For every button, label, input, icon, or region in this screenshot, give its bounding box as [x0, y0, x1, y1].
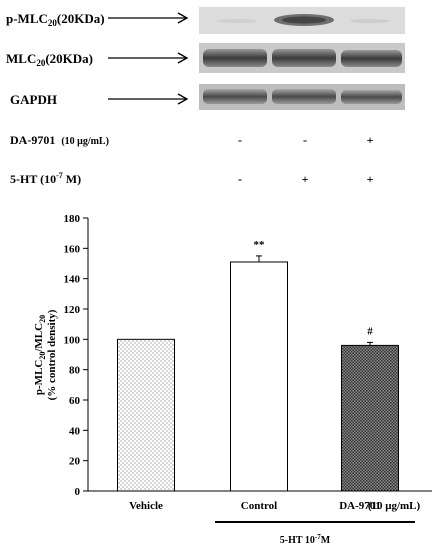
x-tick-label: Control — [241, 500, 277, 512]
arrow-right-icon — [108, 93, 189, 105]
treatment-label: 5-HT (10-7 M) — [10, 171, 81, 186]
y-tick-label: 60 — [69, 395, 81, 407]
y-tick-label: 80 — [69, 365, 81, 377]
treatment-mark: - — [238, 133, 242, 147]
arrow-right-icon — [108, 12, 189, 24]
significance-mark: ** — [254, 239, 266, 251]
x-tick-label: DA-9701 — [339, 500, 381, 512]
group-label: 5-HT 10-7M — [280, 533, 331, 546]
bar — [117, 338, 175, 492]
y-axis-label: p-MLC20/MLC20 — [33, 315, 47, 395]
y-tick-label: 0 — [75, 486, 81, 498]
y-tick-label: 100 — [64, 334, 81, 346]
bar — [230, 261, 288, 492]
bar-chart: 0 20 40 60 80 100 120 140 160 180 Vehicle ** Contro… — [33, 213, 432, 546]
category-suffix: (10 μg/mL) — [368, 500, 421, 512]
treatment-mark: - — [303, 133, 307, 147]
bar — [341, 344, 399, 492]
treatment-mark: + — [302, 172, 309, 186]
blot-row-label: p-MLC20(20KDa) — [6, 11, 105, 28]
blot-panel: p-MLC20(20KDa) MLC20(20KDa) GAPDH — [6, 7, 405, 186]
y-tick-label: 160 — [64, 243, 81, 255]
blot-strip-mlc — [199, 43, 405, 73]
bars: Vehicle ** Control # DA-9701 — [117, 239, 399, 512]
significance-mark: # — [367, 325, 373, 337]
y-tick-label: 20 — [69, 456, 81, 468]
arrow-right-icon — [108, 52, 189, 64]
blot-row-label: GAPDH — [10, 92, 57, 107]
treatment-mark: + — [367, 133, 374, 147]
y-tick-label: 120 — [64, 304, 81, 316]
y-tick-label: 180 — [64, 213, 81, 225]
y-axis-label-line2: (% control density) — [46, 309, 58, 400]
blot-strip-gapdh — [199, 84, 405, 110]
y-tick-label: 140 — [64, 274, 81, 286]
blot-strip-p-mlc — [199, 7, 405, 34]
x-tick-label: Vehicle — [129, 500, 163, 512]
blot-row-label: MLC20(20KDa) — [6, 51, 93, 68]
treatment-mark: + — [367, 172, 374, 186]
y-tick-label: 40 — [69, 425, 81, 437]
treatment-label: DA-9701 (10 μg/mL) — [10, 133, 109, 147]
treatment-mark: - — [238, 172, 242, 186]
